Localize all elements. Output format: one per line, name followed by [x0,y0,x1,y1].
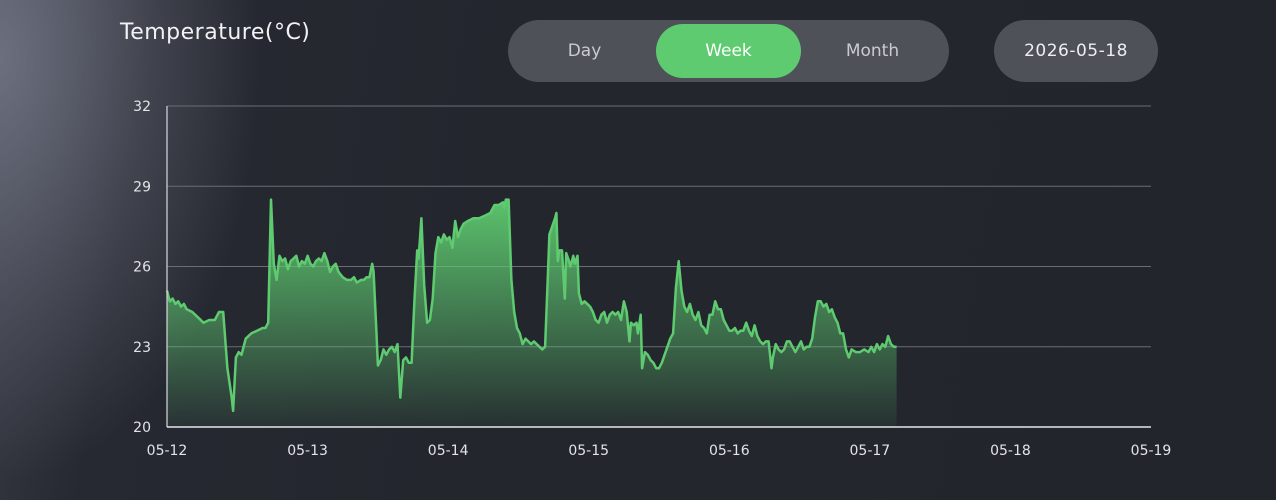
date-picker-button[interactable]: 2026-05-18 [994,20,1158,82]
range-segmented-control: Day Week Month [508,20,949,82]
y-tick-label: 20 [133,420,151,436]
series-area [167,199,897,427]
x-tick-label: 05-12 [147,443,188,459]
series-line [165,198,897,413]
chart-title: Temperature(°C) [120,20,311,45]
x-tick-label: 05-19 [1131,443,1172,459]
y-tick-label: 29 [133,179,151,195]
y-tick-label: 32 [133,99,151,115]
x-tick-label: 05-18 [990,443,1031,459]
x-tick-label: 05-17 [850,443,891,459]
y-tick-label: 23 [133,340,151,356]
x-tick-label: 05-15 [568,443,609,459]
x-tick-label: 05-13 [287,443,328,459]
tab-day[interactable]: Day [567,41,602,61]
x-tick-label: 05-14 [428,443,469,459]
tab-month[interactable]: Month [845,41,900,61]
tab-week[interactable]: Week [656,24,801,78]
y-tick-label: 26 [133,260,151,276]
x-tick-label: 05-16 [709,443,750,459]
